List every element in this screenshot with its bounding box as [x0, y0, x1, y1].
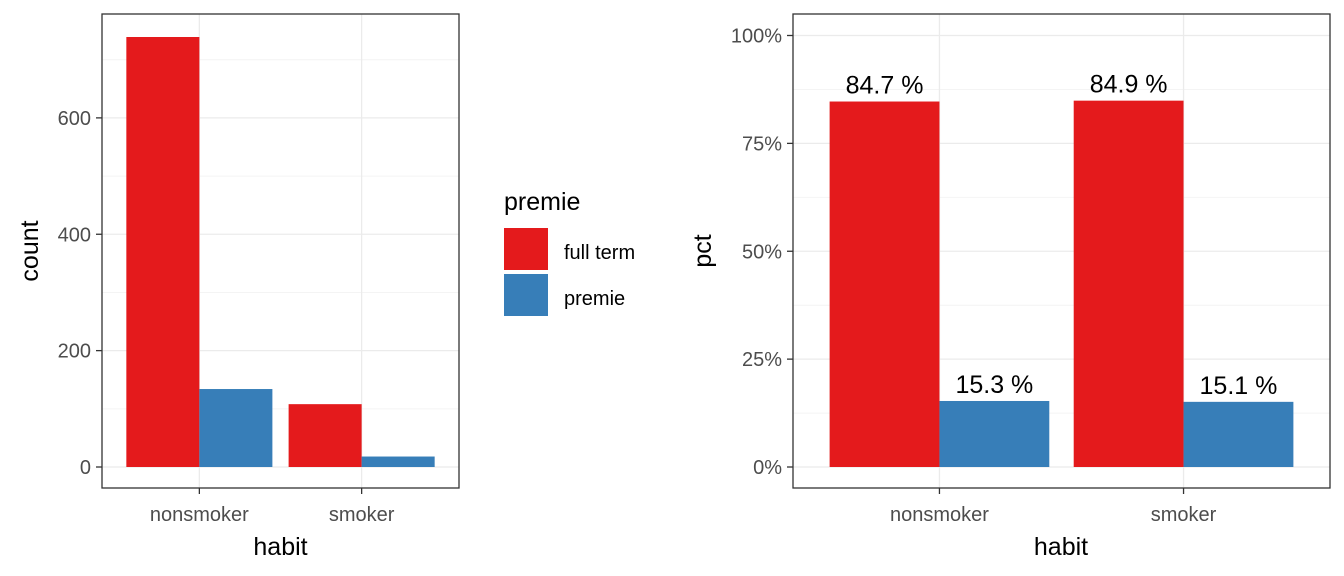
pct-data-label-nonsmoker-premie: 15.3 % — [955, 371, 1033, 399]
pct-bars — [829, 100, 1294, 468]
legend-key-full-term — [504, 228, 548, 270]
count-bar-smoker-premie — [361, 456, 435, 467]
pct-x-tick-label-nonsmoker: nonsmoker — [890, 504, 989, 526]
count-y-tick-label: 600 — [58, 108, 91, 130]
count-x-tick-label-smoker: smoker — [329, 504, 395, 526]
count-bar-smoker-full-term — [288, 404, 362, 467]
count-x-axis: nonsmoker smoker — [150, 488, 395, 526]
count-x-tick-label-nonsmoker: nonsmoker — [150, 504, 249, 526]
pct-data-label-nonsmoker-full-term: 84.7 % — [846, 72, 924, 100]
legend-title: premie — [504, 188, 580, 216]
pct-x-axis-title: habit — [1034, 533, 1088, 561]
count-y-axis-title: count — [16, 220, 44, 281]
pct-x-axis: nonsmoker smoker — [890, 488, 1217, 526]
count-x-axis-title: habit — [253, 533, 307, 561]
pct-y-tick-label: 25% — [742, 349, 782, 371]
count-panel-border — [101, 13, 460, 489]
pct-bar-smoker-premie — [1183, 401, 1294, 467]
count-bar-nonsmoker-full-term — [126, 37, 200, 467]
count-y-axis: 0 200 400 600 — [58, 108, 102, 479]
pct-data-labels: 84.7 % 15.3 % 84.9 % 15.1 % — [846, 71, 1278, 400]
pct-y-tick-label: 75% — [742, 133, 782, 155]
legend-label-premie: premie — [564, 288, 625, 310]
count-bar-nonsmoker-premie — [199, 389, 273, 467]
pct-y-tick-label: 50% — [742, 241, 782, 263]
pct-data-label-smoker-premie: 15.1 % — [1200, 372, 1278, 400]
pct-bar-smoker-full-term — [1073, 100, 1184, 468]
pct-y-axis: 0% 25% 50% 75% 100% — [731, 26, 793, 479]
pct-chart-panel: 84.7 % 15.3 % 84.9 % 15.1 % 0% 25% 50% 75% 100%… — [689, 13, 1331, 561]
pct-y-axis-title: pct — [689, 234, 717, 267]
legend-key-premie — [504, 274, 548, 316]
count-y-tick-label: 200 — [58, 341, 91, 363]
pct-y-tick-label: 0% — [753, 457, 782, 479]
pct-y-tick-label: 100% — [731, 26, 782, 48]
count-bars — [126, 37, 435, 467]
pct-bar-nonsmoker-premie — [939, 400, 1050, 467]
count-y-tick-label: 400 — [58, 224, 91, 246]
count-chart-panel: 0 200 400 600 nonsmoker smoker habit count — [16, 13, 460, 561]
pct-x-tick-label-smoker: smoker — [1151, 504, 1217, 526]
legend: premie full term premie — [504, 188, 635, 316]
count-y-tick-label: 0 — [80, 457, 91, 479]
legend-label-full-term: full term — [564, 242, 635, 264]
pct-data-label-smoker-full-term: 84.9 % — [1090, 71, 1168, 99]
pct-bar-nonsmoker-full-term — [829, 101, 940, 467]
